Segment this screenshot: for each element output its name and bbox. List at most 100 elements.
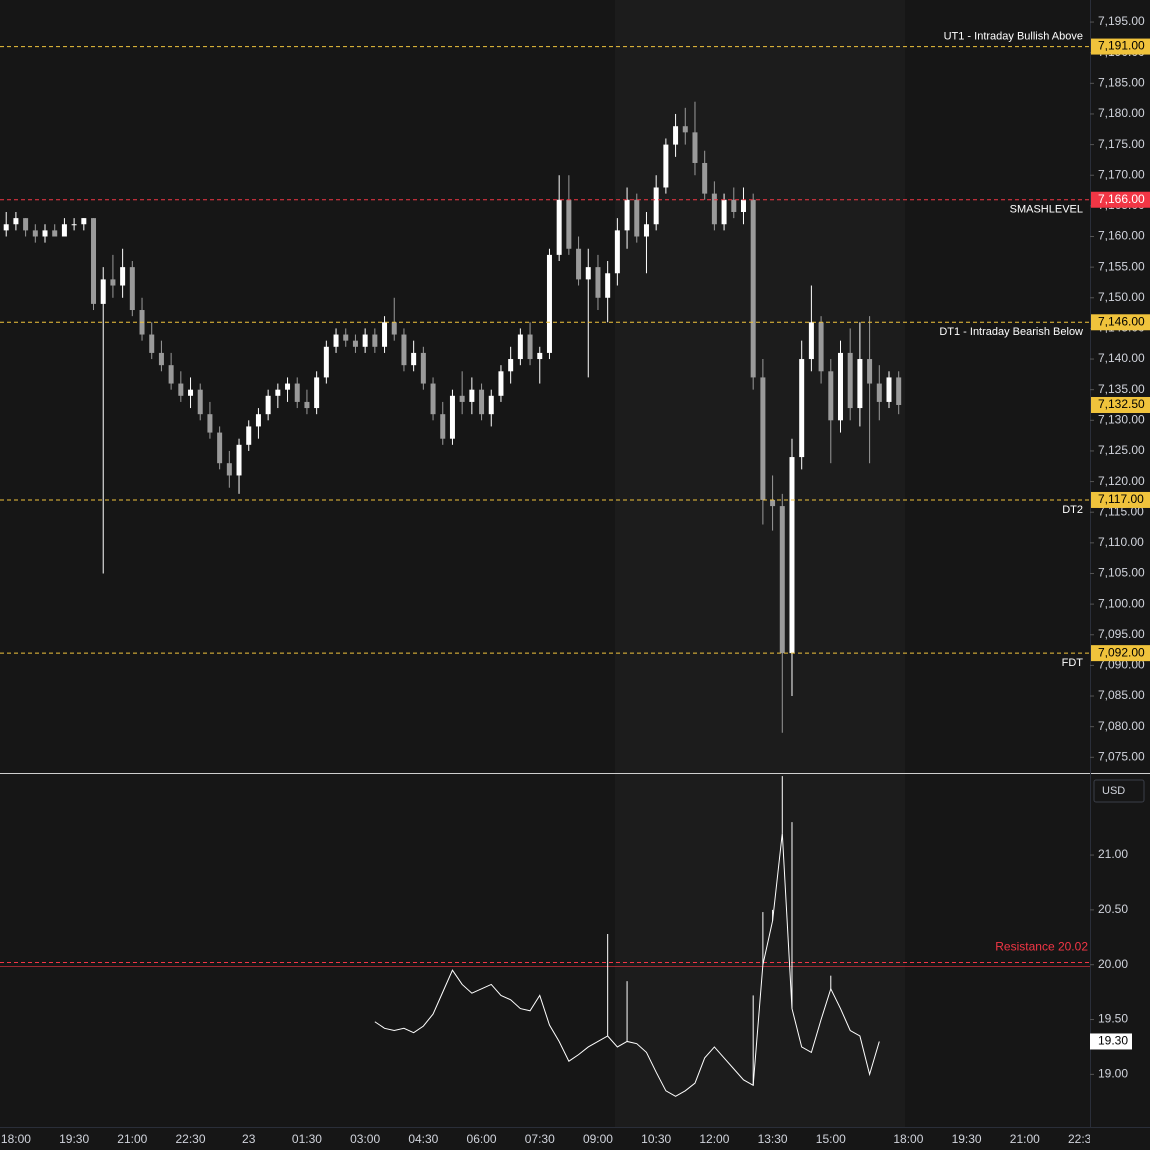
level-badge (1091, 491, 1150, 508)
candle-body (188, 389, 194, 396)
candle-body (673, 126, 679, 145)
candle-body (731, 199, 737, 212)
level-name: FDT (1062, 657, 1084, 669)
y-tick-label: 7,080.00 (1098, 719, 1145, 733)
x-axis: 18:00 19:30 21:00 22:30 23 01:30 03:00 04:30 06:… (1, 1132, 1090, 1146)
x-tick-label: 07:30 (525, 1132, 555, 1146)
y-tick-label: 7,130.00 (1098, 412, 1145, 426)
candle-body (207, 414, 213, 433)
candle-body (643, 224, 649, 237)
candle-body (556, 199, 562, 255)
candle-body (197, 389, 203, 415)
y-tick-label: 7,110.00 (1098, 535, 1144, 549)
candle-body (818, 322, 824, 372)
x-tick-label: 04:30 (408, 1132, 438, 1146)
candle-body (13, 218, 19, 225)
x-tick-label: 01:30 (292, 1132, 322, 1146)
candle-body (721, 199, 727, 225)
candle-body (847, 352, 853, 409)
current-price-badge (1091, 396, 1150, 413)
candle-body (702, 162, 708, 194)
level-badge (1091, 191, 1150, 208)
candle-body (488, 395, 494, 415)
y-tick-label: 7,175.00 (1098, 137, 1145, 151)
candle-body (110, 279, 116, 286)
level-badge-label: 7,166.00 (1098, 192, 1145, 206)
y-tick-label: 7,170.00 (1098, 167, 1145, 181)
candle-body (391, 322, 397, 335)
x-tick-label: 09:00 (583, 1132, 613, 1146)
candle-body (566, 199, 572, 249)
unit-box (1093, 779, 1145, 803)
candle-body (799, 359, 805, 458)
lower-pane: Resistance 20.02 (0, 776, 1090, 1097)
y-tick-label: 7,105.00 (1098, 566, 1145, 580)
level-badge-label: 7,191.00 (1098, 39, 1145, 53)
candle-body (372, 334, 378, 347)
y-tick-label: 7,180.00 (1098, 106, 1145, 120)
y-tick-label: 7,120.00 (1098, 474, 1145, 488)
candle-body (605, 273, 611, 298)
x-tick-label: 06:00 (467, 1132, 497, 1146)
candle-body (430, 383, 436, 415)
candle-body (236, 444, 242, 476)
x-tick-label: 03:00 (350, 1132, 380, 1146)
candle-body (682, 126, 688, 133)
candle-body (692, 132, 698, 163)
candle-body (362, 334, 368, 347)
candle-body (333, 334, 339, 347)
y-tick-label: 20.50 (1098, 902, 1128, 916)
x-tick-label: 23 (242, 1132, 256, 1146)
y-tick-label: 7,185.00 (1098, 75, 1145, 89)
candle-body (449, 395, 455, 439)
x-tick-label: 18:00 (1, 1132, 31, 1146)
candle-body (576, 248, 582, 280)
candle-body (624, 199, 630, 231)
x-tick-label: 12:00 (699, 1132, 729, 1146)
current-value-label: 19.30 (1098, 1034, 1128, 1048)
x-tick-label: 19:30 (59, 1132, 89, 1146)
candle-body (71, 224, 77, 226)
candle-body (517, 334, 523, 360)
x-tick-label: 21:00 (117, 1132, 147, 1146)
x-tick-label: 21:00 (1010, 1132, 1040, 1146)
session-shade (615, 0, 905, 1127)
candle-body (614, 230, 620, 274)
candle-body (537, 352, 543, 360)
candle-body (81, 218, 87, 225)
candle-body (886, 377, 892, 402)
level-badge-label: 7,092.00 (1098, 645, 1145, 659)
candle-body (246, 426, 252, 445)
candle-body (440, 414, 446, 439)
level-name: SMASHLEVEL (1010, 204, 1083, 216)
current-value-badge (1090, 1033, 1132, 1050)
candle-body (546, 254, 552, 353)
candle-body (711, 193, 717, 225)
level-name: DT1 - Intraday Bearish Below (939, 326, 1083, 338)
candle-body (469, 389, 475, 402)
candle-body (3, 224, 9, 231)
y-tick-label: 7,135.00 (1098, 382, 1145, 396)
candle-body (158, 352, 164, 366)
candle-body (52, 230, 58, 237)
candle-body (226, 463, 232, 476)
x-tick-label: 10:30 (641, 1132, 671, 1146)
candle-body (411, 352, 417, 366)
candle-body (857, 359, 863, 409)
candle-body (352, 340, 358, 347)
candle-body (595, 267, 601, 298)
level-name: DT2 (1062, 504, 1083, 516)
candle-body (876, 383, 882, 402)
candle-body (304, 401, 310, 409)
candle-body (770, 499, 776, 507)
x-tick-label: 19:30 (952, 1132, 982, 1146)
candle-body (323, 346, 329, 378)
candle-body (401, 334, 407, 366)
level-badge (1091, 645, 1150, 662)
x-tick-label: 13:30 (758, 1132, 788, 1146)
y-tick-label: 7,085.00 (1098, 688, 1145, 702)
candle-body (42, 230, 48, 237)
candle-body (779, 506, 785, 654)
y-tick-label: 7,095.00 (1098, 627, 1145, 641)
